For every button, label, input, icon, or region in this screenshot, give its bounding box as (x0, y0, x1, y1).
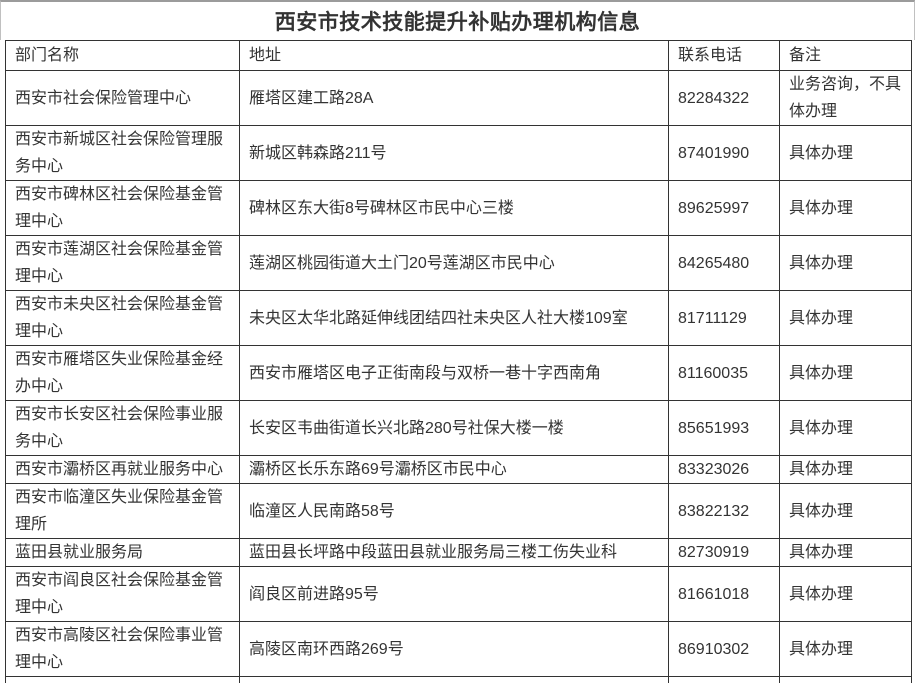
cell-dept: 西安市长安区社会保险事业服务中心 (5, 400, 240, 456)
table-row: 西安市阎良区社会保险基金管理中心 阎良区前进路95号 81661018 具体办理 (5, 566, 912, 622)
cell-address: 临潼区人民南路58号 (239, 483, 669, 539)
cell-note: 具体办理 (779, 235, 912, 291)
cell-phone: 83323026 (668, 455, 780, 484)
cell-note: 业务咨询，不具体办理 (779, 70, 912, 126)
cell-note: 具体办理 (779, 455, 912, 484)
table-row: 西安市灞桥区再就业服务中心 灞桥区长乐东路69号灞桥区市民中心 83323026 具体… (5, 455, 912, 484)
cell-dept: 西安市灞桥区再就业服务中心 (5, 455, 240, 484)
cell-address: 西安市雁塔区电子正街南段与双桥一巷十字西南角 (239, 345, 669, 401)
cell-note: 具体办理 (779, 621, 912, 677)
cell-phone: 81160035 (668, 345, 780, 401)
table-row: 西安市雁塔区失业保险基金经办中心 西安市雁塔区电子正街南段与双桥一巷十字西南角 81… (5, 345, 912, 401)
table-row: 西安市临潼区失业保险基金管理所 临潼区人民南路58号 83822132 具体办理 (5, 483, 912, 539)
cell-note: 具体办理 (779, 290, 912, 346)
cell-dept: 西安市社会保险管理中心 (5, 70, 240, 126)
cell-address: 蓝田县长坪路中段蓝田县就业服务局三楼工伤失业科 (239, 538, 669, 567)
header-addr: 地址 (239, 40, 669, 71)
cell-empty (239, 676, 669, 683)
table-row: 西安市高陵区社会保险事业管理中心 高陵区南环西路269号 86910302 具体办理 (5, 621, 912, 677)
cell-phone: 82284322 (668, 70, 780, 126)
cell-address: 新城区韩森路211号 (239, 125, 669, 181)
cell-address: 高陵区南环西路269号 (239, 621, 669, 677)
cell-phone: 84265480 (668, 235, 780, 291)
table-row: 西安市未央区社会保险基金管理中心 未央区太华北路延伸线团结四社未央区人社大楼109… (5, 290, 912, 346)
agency-info-table: 部门名称 地址 联系电话 备注 西安市社会保险管理中心 雁塔区建工路28A 8228… (5, 40, 912, 683)
cell-note: 具体办理 (779, 400, 912, 456)
table-row: 西安市社会保险管理中心 雁塔区建工路28A 82284322 业务咨询，不具体办理 (5, 70, 912, 126)
cell-empty (779, 676, 912, 683)
cell-note: 具体办理 (779, 180, 912, 236)
table-row: 西安市碑林区社会保险基金管理中心 碑林区东大街8号碑林区市民中心三楼 8962599… (5, 180, 912, 236)
cell-address: 未央区太华北路延伸线团结四社未央区人社大楼109室 (239, 290, 669, 346)
header-row: 部门名称 地址 联系电话 备注 (5, 40, 912, 71)
title-bar: 西安市技术技能提升补贴办理机构信息 (0, 0, 915, 40)
cell-phone: 85651993 (668, 400, 780, 456)
cell-empty (5, 676, 240, 683)
table-row: 西安市莲湖区社会保险基金管理中心 莲湖区桃园街道大土门20号莲湖区市民中心 8426… (5, 235, 912, 291)
header-dept: 部门名称 (5, 40, 240, 71)
cell-note: 具体办理 (779, 538, 912, 567)
table-row: 西安市新城区社会保险管理服务中心 新城区韩森路211号 87401990 具体办理 (5, 125, 912, 181)
cell-address: 阎良区前进路95号 (239, 566, 669, 622)
cell-dept: 西安市临潼区失业保险基金管理所 (5, 483, 240, 539)
cell-phone: 86910302 (668, 621, 780, 677)
table-body: 西安市社会保险管理中心 雁塔区建工路28A 82284322 业务咨询，不具体办理 西安… (5, 70, 912, 683)
cell-address: 灞桥区长乐东路69号灞桥区市民中心 (239, 455, 669, 484)
cell-phone: 89625997 (668, 180, 780, 236)
page-title: 西安市技术技能提升补贴办理机构信息 (274, 11, 641, 34)
cell-address: 雁塔区建工路28A (239, 70, 669, 126)
cell-empty (668, 676, 780, 683)
cell-address: 长安区韦曲街道长兴北路280号社保大楼一楼 (239, 400, 669, 456)
cell-dept: 西安市未央区社会保险基金管理中心 (5, 290, 240, 346)
cell-phone: 81661018 (668, 566, 780, 622)
cell-dept: 蓝田县就业服务局 (5, 538, 240, 567)
header-note: 备注 (779, 40, 912, 71)
table-row: 西安市长安区社会保险事业服务中心 长安区韦曲街道长兴北路280号社保大楼一楼 856… (5, 400, 912, 456)
cell-note: 具体办理 (779, 345, 912, 401)
cell-phone: 81711129 (668, 290, 780, 346)
cell-dept: 西安市新城区社会保险管理服务中心 (5, 125, 240, 181)
cell-dept: 西安市高陵区社会保险事业管理中心 (5, 621, 240, 677)
cell-phone: 87401990 (668, 125, 780, 181)
table-header: 部门名称 地址 联系电话 备注 (5, 40, 912, 71)
cell-address: 碑林区东大街8号碑林区市民中心三楼 (239, 180, 669, 236)
cell-address: 莲湖区桃园街道大土门20号莲湖区市民中心 (239, 235, 669, 291)
cell-phone: 83822132 (668, 483, 780, 539)
cell-dept: 西安市阎良区社会保险基金管理中心 (5, 566, 240, 622)
cell-note: 具体办理 (779, 483, 912, 539)
cell-dept: 西安市雁塔区失业保险基金经办中心 (5, 345, 240, 401)
cell-phone: 82730919 (668, 538, 780, 567)
table-row-partial (5, 676, 912, 683)
cell-note: 具体办理 (779, 566, 912, 622)
table-row: 蓝田县就业服务局 蓝田县长坪路中段蓝田县就业服务局三楼工伤失业科 82730919 具… (5, 538, 912, 567)
cell-dept: 西安市莲湖区社会保险基金管理中心 (5, 235, 240, 291)
cell-note: 具体办理 (779, 125, 912, 181)
header-phone: 联系电话 (668, 40, 780, 71)
cell-dept: 西安市碑林区社会保险基金管理中心 (5, 180, 240, 236)
